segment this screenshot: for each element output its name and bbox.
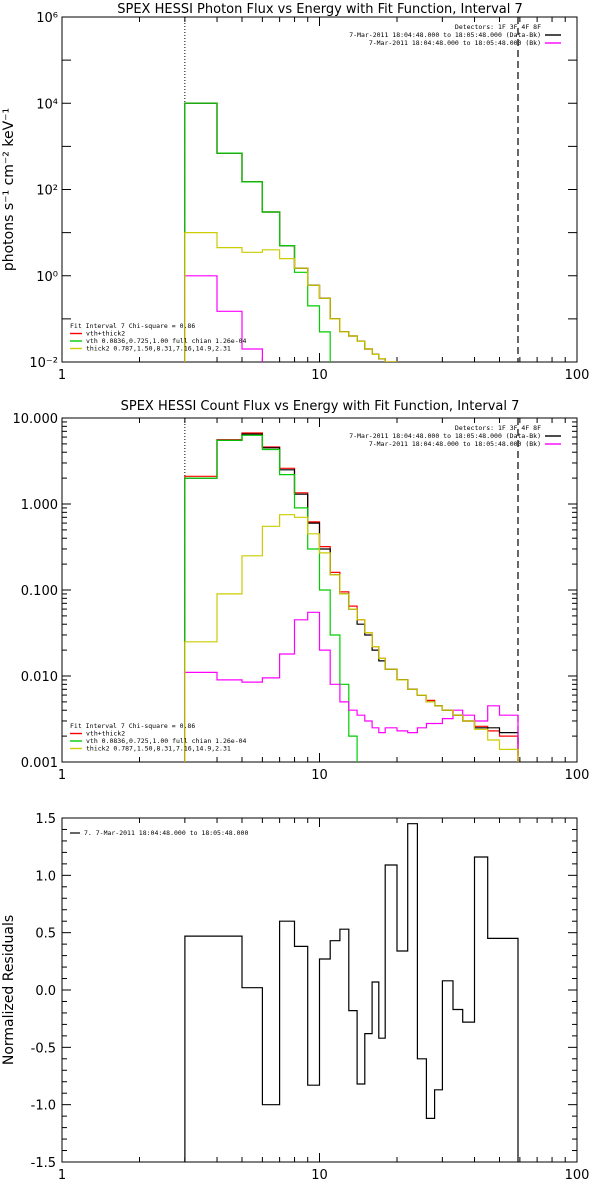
legend-label: 7. 7-Mar-2011 18:04:48.000 to 18:05:48.0… bbox=[84, 829, 248, 837]
series-thick2 bbox=[184, 232, 398, 362]
legend-top-label: 7-Mar-2011 18:04:48.000 to 18:05:48.000 … bbox=[369, 39, 541, 47]
y-tick-label: 10⁰ bbox=[36, 270, 58, 285]
y-tick-label: 0.001 bbox=[21, 756, 58, 771]
chart-panel-2: SPEX HESSI Count Flux vs Energy with Fit… bbox=[13, 399, 590, 783]
y-tick-label: 10.000 bbox=[13, 412, 59, 427]
legend-bottom-label: Fit Interval 7 Chi-square = 0.86 bbox=[70, 322, 195, 330]
x-tick-label: 10 bbox=[311, 768, 328, 783]
y-tick-label: 10⁻² bbox=[29, 356, 58, 371]
series-bk bbox=[184, 611, 519, 762]
chart-panel-3: 1 10 100 -1.5 -1.0 -0.5 0.0 0.5 1.0 1.5 Normalized… bbox=[1, 812, 589, 1183]
series-vth bbox=[184, 434, 358, 762]
legend-bottom-label: vth 0.0836,0.725,1.00 full chian 1.26e-0… bbox=[86, 737, 247, 745]
y-tick-label: 10⁶ bbox=[36, 11, 58, 26]
series-residuals bbox=[184, 823, 519, 1162]
y-tick-label: 0.010 bbox=[21, 670, 58, 685]
y-tick-label: 0.5 bbox=[35, 927, 56, 942]
y-tick-label: 1.5 bbox=[35, 812, 56, 827]
series-data-bk bbox=[184, 102, 398, 362]
x-tick-label: 1 bbox=[58, 368, 66, 383]
series-bk bbox=[184, 275, 263, 362]
plot-area bbox=[184, 102, 398, 362]
y-tick-label: 10² bbox=[36, 184, 58, 199]
plot-area bbox=[184, 823, 519, 1162]
x-tick-label: 1 bbox=[58, 768, 66, 783]
y-tick-label: -0.5 bbox=[31, 1041, 56, 1056]
y-tick-label: 1.000 bbox=[21, 498, 58, 513]
y-tick-label: 1.0 bbox=[35, 869, 56, 884]
y-tick-label: 0.100 bbox=[21, 584, 58, 599]
legend-bottom-label: Fit Interval 7 Chi-square = 0.86 bbox=[70, 722, 195, 730]
y-axis-label: Normalized Residuals bbox=[1, 915, 17, 1065]
legend-top-label: Detectors: 1F 3F 4F 8F bbox=[455, 424, 541, 432]
legend-bottom-label: vth+thick2 bbox=[86, 330, 125, 338]
legend-bottom-label: vth 0.0836,0.725,1.00 full chian 1.26e-0… bbox=[86, 337, 247, 345]
series-vth-thick2 bbox=[184, 102, 398, 362]
chart-title: SPEX HESSI Count Flux vs Energy with Fit… bbox=[121, 399, 520, 414]
plot-area bbox=[184, 432, 519, 762]
y-axis-label: photons s⁻¹ cm⁻² keV⁻¹ bbox=[1, 108, 17, 271]
legend-top-label: 7-Mar-2011 18:04:48.000 to 18:05:48.000 … bbox=[349, 432, 541, 440]
legend-bottom-label: thick2 0.787,1.50,8.31,7.16,14.9,2.31 bbox=[86, 745, 231, 753]
y-tick-label: -1.5 bbox=[31, 1156, 56, 1171]
series-thick2 bbox=[184, 514, 519, 762]
y-tick-label: -1.0 bbox=[31, 1099, 56, 1114]
series-vth bbox=[184, 102, 331, 362]
x-tick-label: 100 bbox=[565, 1168, 590, 1183]
legend-top-label: 7-Mar-2011 18:04:48.000 to 18:05:48.000 … bbox=[349, 31, 541, 39]
x-tick-label: 10 bbox=[311, 1168, 328, 1183]
x-tick-label: 100 bbox=[565, 368, 590, 383]
legend-top-label: Detectors: 1F 3F 4F 8F bbox=[455, 23, 541, 31]
legend-bottom-label: thick2 0.787,1.50,8.31,7.16,14.9,2.31 bbox=[86, 345, 231, 353]
y-tick-label: 0.0 bbox=[35, 984, 56, 999]
legend-top-label: 7-Mar-2011 18:04:48.000 to 18:05:48.000 … bbox=[369, 440, 541, 448]
chart-title: SPEX HESSI Photon Flux vs Energy with Fi… bbox=[117, 2, 523, 17]
legend-bottom-label: vth+thick2 bbox=[86, 730, 125, 738]
y-tick-label: 10⁴ bbox=[36, 97, 58, 112]
x-tick-label: 100 bbox=[565, 768, 590, 783]
chart-panel-1: SPEX HESSI Photon Flux vs Energy with Fi… bbox=[1, 2, 589, 383]
x-tick-label: 10 bbox=[311, 368, 328, 383]
x-tick-label: 1 bbox=[58, 1168, 66, 1183]
